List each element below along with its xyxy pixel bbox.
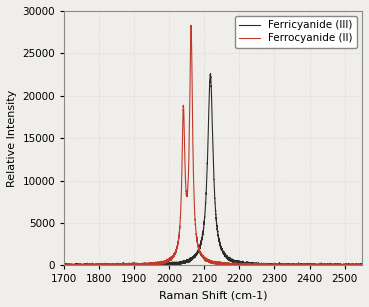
Ferricyanide (III) <box>283 263 287 267</box>
Line: Ferrocyanide (II): Ferrocyanide (II) <box>64 25 362 266</box>
Ferrocyanide (II) <box>62 264 66 267</box>
Line: Ferricyanide (III): Ferricyanide (III) <box>64 74 362 266</box>
Ferrocyanide (II) <box>170 255 174 259</box>
Ferricyanide (III) <box>360 263 364 267</box>
Ferricyanide (III) <box>170 262 174 265</box>
Ferricyanide (III) <box>208 72 213 76</box>
Ferricyanide (III) <box>77 263 82 267</box>
Ferricyanide (III) <box>251 262 256 266</box>
Ferrocyanide (II) <box>299 264 303 267</box>
Ferricyanide (III) <box>62 262 66 266</box>
Ferrocyanide (II) <box>238 264 243 267</box>
Ferricyanide (III) <box>62 264 66 267</box>
Ferrocyanide (II) <box>283 263 287 267</box>
Ferrocyanide (II) <box>360 264 364 267</box>
X-axis label: Raman Shift (cm-1): Raman Shift (cm-1) <box>159 290 268 300</box>
Ferricyanide (III) <box>238 261 243 265</box>
Ferrocyanide (II) <box>189 24 193 27</box>
Legend: Ferricyanide (III), Ferrocyanide (II): Ferricyanide (III), Ferrocyanide (II) <box>235 16 357 48</box>
Y-axis label: Relative Intensity: Relative Intensity <box>7 90 17 187</box>
Ferricyanide (III) <box>299 263 303 267</box>
Ferrocyanide (II) <box>251 263 256 267</box>
Ferrocyanide (II) <box>62 263 66 267</box>
Ferrocyanide (II) <box>77 264 82 267</box>
